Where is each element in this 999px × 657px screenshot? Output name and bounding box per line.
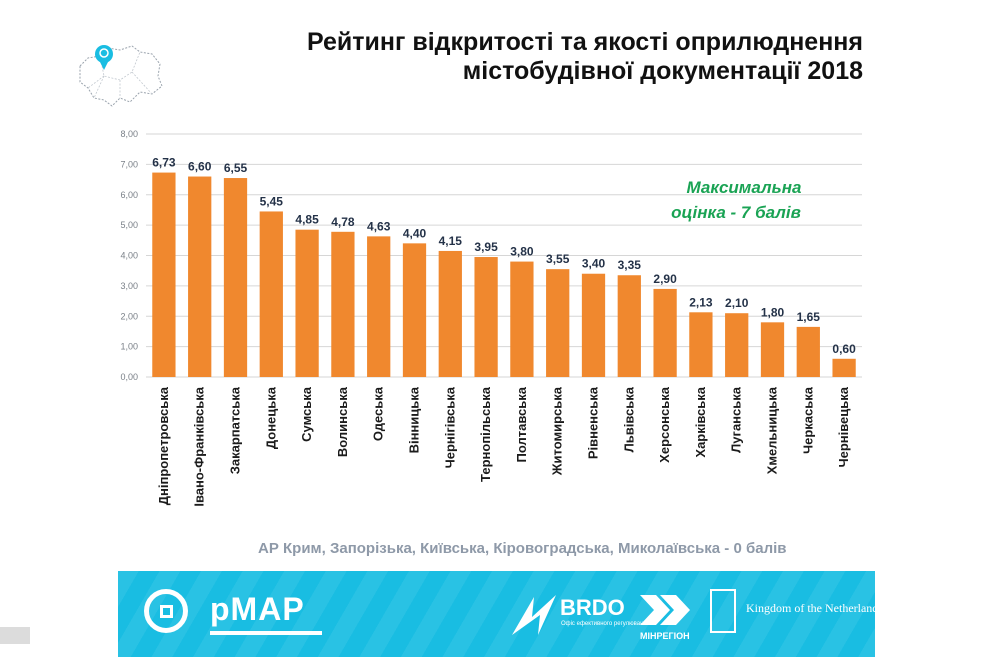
bar-value-label: 5,45 xyxy=(260,194,284,208)
bar xyxy=(689,312,713,377)
brdo-subtitle: Офіс ефективного регулювання xyxy=(561,621,650,627)
annotation-line-2: оцінка - 7 балів xyxy=(671,203,801,222)
bar-value-label: 0,60 xyxy=(832,342,856,356)
bar-value-label: 6,55 xyxy=(224,161,248,175)
y-tick-label: 3,00 xyxy=(120,281,138,291)
bar xyxy=(223,178,248,377)
y-tick-label: 2,00 xyxy=(120,311,138,321)
bar xyxy=(474,257,498,377)
bar xyxy=(653,288,677,377)
netherlands-label: Kingdom of the Netherlands xyxy=(746,601,875,615)
x-tick-label: Одеська xyxy=(371,386,386,441)
bar xyxy=(581,273,606,377)
y-tick-label: 7,00 xyxy=(120,159,138,169)
bar-value-label: 2,13 xyxy=(689,295,713,309)
minregion-logo-icon xyxy=(640,595,690,625)
x-tick-label: Полтавська xyxy=(514,386,529,462)
footnote: АР Крим, Запорізька, Київська, Кіровогра… xyxy=(258,540,787,557)
bar-value-label: 2,10 xyxy=(725,296,749,310)
x-tick-label: Тернопільська xyxy=(478,386,493,482)
bar xyxy=(259,211,283,377)
bar-value-label: 4,78 xyxy=(331,215,355,229)
pmap-logo-icon xyxy=(144,589,188,633)
y-tick-label: 5,00 xyxy=(120,220,138,230)
y-tick-label: 6,00 xyxy=(120,190,138,200)
bar-value-label: 2,90 xyxy=(653,272,677,286)
bar xyxy=(725,313,749,377)
brdo-label: BRDO xyxy=(560,595,625,620)
x-tick-label: Чернівецька xyxy=(836,386,851,467)
x-tick-label: Волинська xyxy=(335,386,350,457)
brdo-logo-icon xyxy=(512,595,556,635)
bar xyxy=(510,261,534,377)
bar-value-label: 1,80 xyxy=(761,305,785,319)
title-line-2: містобудівної документації 2018 xyxy=(462,57,863,85)
bar-value-label: 3,35 xyxy=(618,258,642,272)
x-tick-label: Закарпатська xyxy=(228,386,243,474)
partners-banner: pMAP BRDO Офіс ефективного регулювання М… xyxy=(118,571,875,657)
x-tick-label: Сумська xyxy=(299,386,314,442)
x-tick-label: Львівська xyxy=(621,386,636,452)
bar-value-label: 3,55 xyxy=(546,252,570,266)
bar xyxy=(617,275,641,377)
y-tick-label: 0,00 xyxy=(120,372,138,382)
y-tick-label: 4,00 xyxy=(120,251,138,261)
x-tick-label: Черкаська xyxy=(800,386,815,454)
bar xyxy=(188,176,212,377)
title-line-1: Рейтинг відкритості та якості оприлюднен… xyxy=(306,28,863,56)
ukraine-map-icon xyxy=(79,45,163,107)
x-tick-label: Чернігівська xyxy=(442,386,457,468)
x-tick-label: Херсонська xyxy=(657,386,672,463)
page-corner-tab xyxy=(0,627,30,644)
y-tick-label: 1,00 xyxy=(120,342,138,352)
bar xyxy=(367,236,391,377)
bar xyxy=(760,322,785,377)
bar-value-label: 6,60 xyxy=(188,160,212,174)
bar-value-label: 4,85 xyxy=(295,213,319,227)
x-tick-label: Донецька xyxy=(263,386,278,449)
bar xyxy=(546,269,570,377)
pmap-label: pMAP xyxy=(210,591,305,627)
x-tick-label: Хмельницька xyxy=(765,386,780,474)
bar-value-label: 1,65 xyxy=(797,310,821,324)
bar-value-label: 6,73 xyxy=(152,156,176,170)
page-title: Рейтинг відкритості та якості оприлюднен… xyxy=(307,28,863,86)
minregion-label: МІНРЕГІОН xyxy=(640,631,690,641)
bar-value-label: 4,15 xyxy=(439,234,463,248)
bar-value-label: 3,40 xyxy=(582,257,606,271)
bar xyxy=(331,231,355,377)
bar-value-label: 4,40 xyxy=(403,226,427,240)
x-tick-label: Житомирська xyxy=(550,386,565,476)
bar xyxy=(796,326,820,377)
netherlands-crest-icon xyxy=(710,589,736,633)
bar xyxy=(152,172,176,377)
x-tick-label: Харківська xyxy=(693,386,708,457)
x-tick-label: Луганська xyxy=(729,386,744,453)
bar xyxy=(832,358,856,377)
bar xyxy=(438,250,462,377)
annotation-line-1: Максимальна xyxy=(687,178,802,197)
x-tick-label: Дніпропетровська xyxy=(156,386,171,505)
pmap-underline xyxy=(210,631,322,635)
y-tick-label: 8,00 xyxy=(120,129,138,139)
bar-value-label: 4,63 xyxy=(367,219,391,233)
banner-pattern xyxy=(118,571,875,657)
bar-value-label: 3,95 xyxy=(474,240,498,254)
x-tick-label: Рівненська xyxy=(586,386,601,459)
bar xyxy=(295,229,319,377)
x-tick-label: Вінницька xyxy=(407,386,422,453)
bar xyxy=(402,243,427,377)
x-tick-label: Івано-Франківська xyxy=(192,386,207,506)
bar-value-label: 3,80 xyxy=(510,245,534,259)
